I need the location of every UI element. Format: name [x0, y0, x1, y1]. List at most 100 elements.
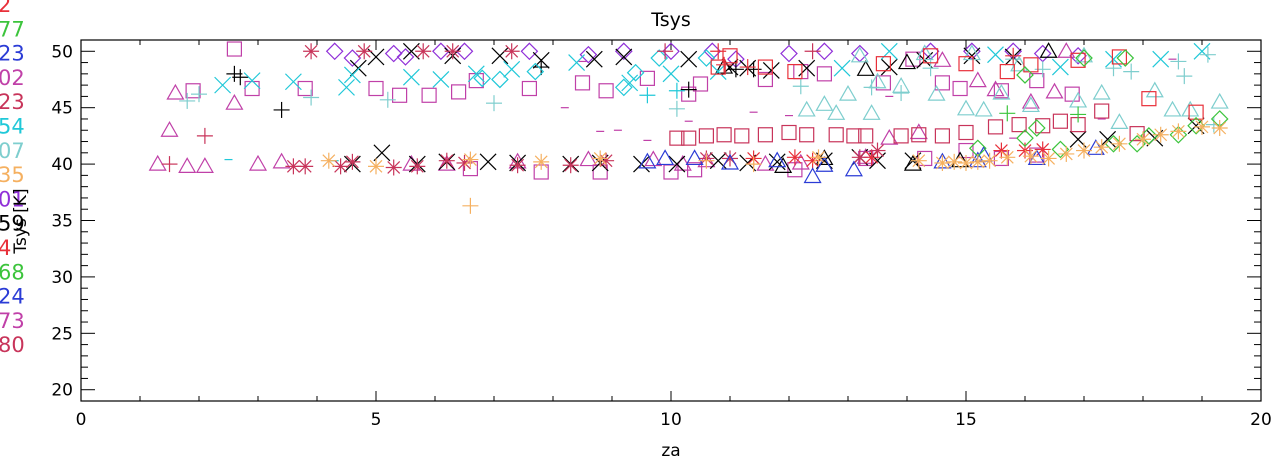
data-point-square — [934, 128, 951, 144]
data-point-square — [574, 75, 591, 91]
legend-entry: 07 — [0, 139, 25, 163]
data-point-triangle — [656, 149, 675, 166]
data-point-triangle — [927, 84, 946, 101]
data-point-square — [244, 80, 260, 97]
data-point-diamond — [1016, 129, 1034, 147]
data-point-square — [987, 119, 1004, 135]
data-point-square — [698, 128, 715, 144]
data-point-diamond — [491, 70, 509, 89]
data-point-asterisk — [969, 153, 986, 170]
data-point-x — [963, 47, 981, 65]
data-point-square — [993, 83, 1010, 99]
data-point-asterisk — [869, 142, 886, 159]
data-point-asterisk — [810, 149, 827, 166]
data-point-asterisk — [1040, 150, 1057, 167]
data-point-triangle — [797, 100, 816, 117]
data-point-x — [668, 155, 686, 173]
data-point-asterisk — [851, 149, 868, 166]
data-point-plus — [792, 78, 809, 95]
data-point-square — [1035, 118, 1051, 134]
data-point-x — [338, 78, 355, 96]
data-point-square — [681, 130, 697, 146]
data-point-x — [503, 60, 521, 78]
data-point-triangle — [644, 150, 663, 167]
data-point-asterisk — [1022, 148, 1039, 165]
data-point-asterisk — [1152, 126, 1169, 143]
data-point-square — [816, 66, 833, 82]
data-point-diamond — [473, 69, 492, 88]
data-point-square — [911, 127, 927, 143]
data-point-triangle — [897, 53, 917, 70]
data-point-triangle — [1210, 92, 1229, 109]
data-point-triangle — [774, 157, 793, 173]
legend-entry: 24 — [0, 285, 25, 309]
data-point-triangle — [956, 99, 976, 116]
data-point-plus — [1123, 63, 1140, 80]
data-point-plus — [196, 127, 213, 144]
data-point-square — [185, 83, 201, 99]
data-point-asterisk — [958, 154, 974, 171]
plot-frame — [80, 39, 1262, 402]
y-tick-label: 25 — [51, 324, 73, 344]
data-point-asterisk — [503, 43, 520, 60]
data-point-triangle — [909, 123, 928, 140]
data-point-square — [421, 87, 437, 103]
data-point-square — [781, 124, 797, 141]
data-point-square — [639, 70, 656, 86]
data-point-diamond — [815, 42, 834, 61]
data-point-asterisk — [946, 153, 963, 170]
data-point-asterisk — [1111, 135, 1128, 152]
data-point-plus — [710, 43, 727, 60]
data-point-plus — [1070, 106, 1087, 123]
y-tick-label: 40 — [51, 155, 73, 175]
data-point-square — [917, 150, 933, 167]
data-point-square — [521, 80, 538, 97]
legend-entry: 77 — [0, 17, 25, 41]
data-point-triangle — [1163, 100, 1182, 117]
data-point-asterisk — [1194, 118, 1210, 135]
x-tick-label: 15 — [955, 410, 977, 430]
data-point-square — [1094, 103, 1110, 119]
data-point-asterisk — [1211, 119, 1228, 136]
data-point-asterisk — [438, 152, 455, 169]
data-point-diamond — [780, 44, 798, 63]
data-point-square — [1029, 73, 1045, 89]
data-point-triangle — [968, 71, 987, 88]
data-point-square — [922, 48, 939, 64]
data-point-triangle — [1021, 92, 1040, 109]
data-point-x — [833, 59, 851, 77]
data-point-triangle — [827, 104, 846, 120]
data-point-triangle — [1057, 42, 1076, 58]
data-point-plus — [1105, 60, 1122, 77]
data-point-square — [893, 128, 909, 144]
data-points — [148, 40, 1229, 214]
data-point-x — [585, 50, 603, 68]
data-point-square — [734, 128, 750, 144]
chart-title: Tsys — [650, 9, 691, 31]
data-point-square — [722, 48, 738, 64]
data-point-triangle — [195, 157, 214, 173]
data-point-diamond — [614, 42, 633, 61]
data-point-triangle — [248, 154, 268, 171]
data-point-triangle — [1045, 82, 1064, 99]
data-point-square — [1011, 117, 1027, 133]
data-point-square — [1111, 49, 1128, 65]
data-point-x — [762, 62, 780, 79]
data-point-square — [846, 128, 862, 144]
data-point-triangle — [1181, 100, 1200, 117]
data-point-square — [952, 80, 968, 97]
data-point-asterisk — [1093, 139, 1110, 156]
data-point-square — [226, 41, 242, 57]
data-point-asterisk — [320, 152, 337, 169]
data-point-x — [214, 76, 232, 94]
data-point-asterisk — [533, 153, 550, 170]
data-point-plus — [179, 92, 196, 109]
data-point-square — [669, 130, 685, 146]
data-point-asterisk — [385, 159, 402, 176]
data-point-asterisk — [344, 153, 361, 170]
legend-entry: 01 — [0, 187, 25, 211]
x-tick-label: 5 — [371, 410, 382, 430]
data-point-triangle — [685, 149, 704, 166]
data-point-square — [799, 127, 815, 143]
